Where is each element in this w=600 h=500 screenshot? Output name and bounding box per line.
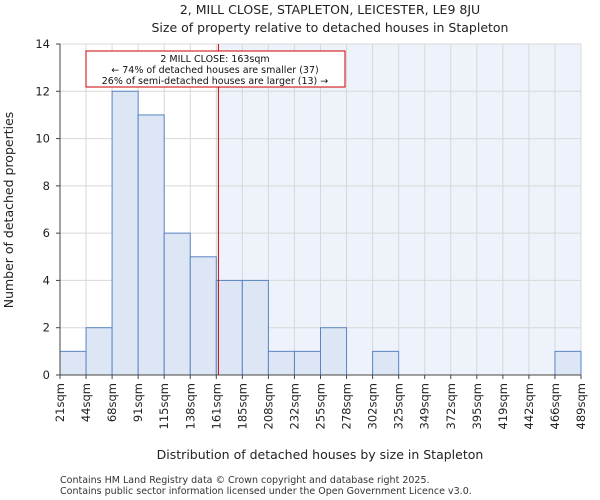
y-tick-label-10: 10 [35, 132, 50, 146]
bar-466sqm [554, 350, 582, 376]
annotation-line-1: 2 MILL CLOSE: 163sqm [160, 54, 269, 65]
x-tick-label-68sqm: 68sqm [105, 383, 119, 422]
x-tick-label-372sqm: 372sqm [444, 383, 458, 429]
annotation-line-2: ← 74% of detached houses are smaller (37… [111, 65, 318, 76]
footer-line-1: Contains HM Land Registry data © Crown c… [60, 475, 430, 486]
footer-line-2: Contains public sector information licen… [60, 486, 472, 497]
x-tick-label-161sqm: 161sqm [209, 383, 223, 429]
x-tick-label-185sqm: 185sqm [235, 383, 249, 429]
x-tick-label-115sqm: 115sqm [157, 383, 171, 429]
y-tick-label-4: 4 [43, 273, 50, 287]
bar-115sqm [163, 232, 191, 376]
x-tick-label-349sqm: 349sqm [418, 383, 432, 429]
y-tick-label-14: 14 [35, 37, 50, 51]
bar-44sqm [85, 327, 113, 376]
x-tick-label-302sqm: 302sqm [366, 383, 380, 429]
x-tick-label-255sqm: 255sqm [314, 383, 328, 429]
y-tick-label-8: 8 [43, 179, 50, 193]
x-axis-label: Distribution of detached houses by size … [157, 447, 484, 462]
x-tick-label-489sqm: 489sqm [574, 383, 588, 429]
bar-208sqm [267, 350, 295, 376]
bar-232sqm [293, 350, 322, 376]
x-tick-label-44sqm: 44sqm [79, 383, 93, 422]
y-tick-label-6: 6 [43, 226, 50, 240]
bar-255sqm [320, 327, 348, 376]
annotation-line-3: 26% of semi-detached houses are larger (… [102, 76, 329, 87]
y-axis-label: Number of detached properties [1, 112, 16, 309]
x-tick-label-325sqm: 325sqm [392, 383, 406, 429]
larger-region-shade [218, 44, 581, 375]
x-tick-label-419sqm: 419sqm [496, 383, 510, 429]
bar-68sqm [111, 90, 139, 376]
chart-title-line-1: 2, MILL CLOSE, STAPLETON, LEICESTER, LE9… [180, 2, 480, 17]
x-tick-label-208sqm: 208sqm [261, 383, 275, 429]
bar-185sqm [241, 279, 269, 376]
x-tick-label-442sqm: 442sqm [522, 383, 536, 429]
y-tick-label-12: 12 [35, 84, 50, 98]
y-tick-label-0: 0 [43, 368, 50, 382]
x-tick-label-138sqm: 138sqm [183, 383, 197, 429]
bar-302sqm [372, 350, 400, 376]
x-tick-label-232sqm: 232sqm [287, 383, 301, 429]
x-tick-label-21sqm: 21sqm [53, 383, 67, 422]
annotation-box [85, 50, 346, 88]
bar-138sqm [189, 256, 217, 376]
plot-area: 0 2 4 6 8 10 12 14 21sqm 44sqm 68sqm 91sqm 115sqm 138… [35, 37, 588, 429]
x-tick-label-278sqm: 278sqm [340, 383, 354, 429]
x-tick-label-91sqm: 91sqm [131, 383, 145, 422]
bar-161sqm [215, 279, 243, 376]
bar-91sqm [137, 114, 165, 376]
y-tick-label-2: 2 [43, 321, 50, 335]
bar-21sqm [59, 350, 87, 376]
x-tick-label-395sqm: 395sqm [470, 383, 484, 429]
chart-title-line-2: Size of property relative to detached ho… [152, 20, 509, 35]
x-tick-label-466sqm: 466sqm [548, 383, 562, 429]
